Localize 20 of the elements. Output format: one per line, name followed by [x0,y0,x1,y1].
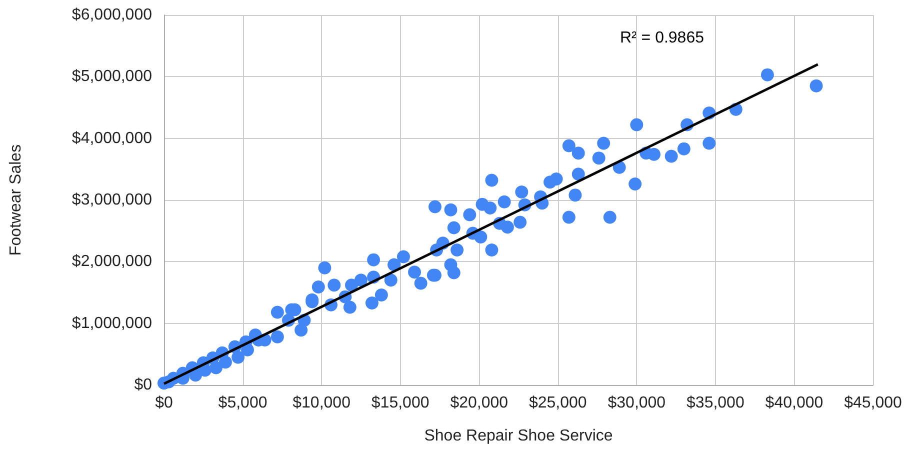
y-tick-label: $3,000,000 [72,192,152,208]
y-axis-title: Footwear Sales [8,144,24,256]
x-axis-title: Shoe Repair Shoe Service [424,428,613,444]
x-tick-label: $10,000 [292,394,351,412]
y-tick-label: $5,000,000 [72,68,152,86]
y-tick-label: $6,000,000 [72,6,152,24]
x-tick-label: $25,000 [528,394,587,412]
x-tick-label: $30,000 [608,394,666,412]
x-tick-label: $5,000 [218,394,268,412]
x-tick-label: $40,000 [765,394,824,412]
y-tick-label: $0 [134,376,152,394]
x-tick-label: $45,000 [844,394,902,412]
y-tick-label: $2,000,000 [72,253,152,270]
y-tick-label: $1,000,000 [72,314,152,332]
x-tick-label: $15,000 [371,394,430,412]
x-tick-label: $35,000 [686,394,744,412]
annotation: R² = 0.9865 [620,30,704,46]
x-tick-label: $0 [155,394,173,412]
y-tick-label: $4,000,000 [72,130,152,147]
x-tick-label: $20,000 [450,394,508,412]
